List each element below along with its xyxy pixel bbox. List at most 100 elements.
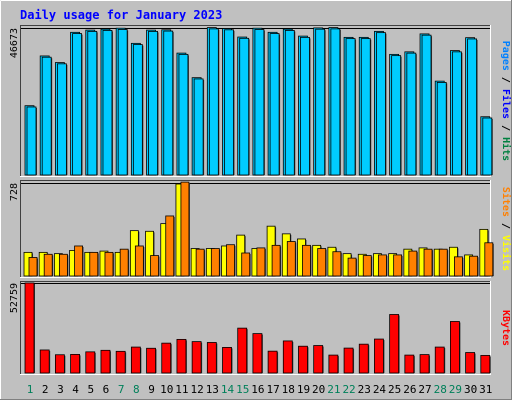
- x-tick-label: 28: [434, 383, 447, 396]
- bar-files-1: [26, 106, 37, 176]
- x-tick-label: 18: [282, 383, 295, 396]
- bar-kbytes-20: [313, 345, 324, 374]
- bar-kbytes-16: [252, 333, 263, 374]
- bar-files-21: [330, 28, 341, 176]
- bar-files-13: [208, 28, 219, 176]
- bar-kbytes-13: [206, 342, 217, 374]
- bar-files-5: [87, 30, 98, 176]
- bar-kbytes-24: [374, 338, 384, 374]
- x-tick-label: 14: [221, 383, 235, 396]
- bar-kbytes-15: [237, 327, 248, 374]
- bar-kbytes-22: [343, 347, 354, 374]
- bar-kbytes-30: [465, 352, 476, 374]
- legend-separator: /: [500, 71, 511, 89]
- bar-sites-6: [104, 251, 114, 277]
- bar-sites-16: [256, 247, 266, 277]
- visits-panel: 728 Sites / Visits: [9, 180, 512, 278]
- bar-sites-29: [454, 256, 463, 277]
- bar-kbytes-5: [85, 351, 96, 374]
- bar-kbytes-26: [404, 354, 415, 374]
- x-tick-label: 26: [403, 383, 416, 396]
- x-tick-label: 24: [373, 383, 387, 396]
- legend: KBytes: [500, 310, 511, 346]
- legend-entry: Hits: [500, 137, 512, 161]
- chart-panels: 46673 Pages / Files / Hits 728 Sites / Visi…: [9, 25, 512, 375]
- x-tick-label: 30: [464, 383, 477, 396]
- bar-kbytes-4: [70, 354, 80, 374]
- bar-files-14: [224, 29, 234, 176]
- x-tick-label: 19: [297, 383, 310, 396]
- x-tick-label: 7: [118, 383, 125, 396]
- x-axis-labels: 1 2 3 4 5 6 7 8 9 10 11 12 13 14 15 16 17 18 19 20 21 22 23 24 2…: [27, 383, 493, 396]
- bar-kbytes-9: [146, 347, 156, 374]
- bar-files-26: [406, 52, 417, 176]
- bar-sites-14: [226, 244, 235, 277]
- legend-entry: Pages: [500, 41, 511, 71]
- bar-files-12: [193, 78, 204, 176]
- bar-files-15: [239, 37, 250, 176]
- bar-kbytes-17: [267, 350, 278, 374]
- x-tick-label: 6: [103, 383, 110, 396]
- x-tick-label: 1: [27, 383, 34, 396]
- x-tick-label: 17: [266, 383, 279, 396]
- bar-sites-12: [195, 248, 205, 277]
- bar-files-24: [376, 32, 386, 176]
- bar-files-18: [284, 30, 295, 176]
- chart-title: Daily usage for January 2023: [20, 8, 222, 22]
- bar-sites-2: [43, 253, 53, 277]
- bar-kbytes-8: [130, 346, 141, 374]
- bar-files-9: [148, 30, 158, 176]
- bar-kbytes-28: [434, 346, 445, 374]
- bar-kbytes-21: [328, 354, 339, 374]
- x-tick-label: 31: [479, 383, 492, 396]
- bar-sites-22: [347, 257, 357, 277]
- legend: Sites / Visits: [500, 187, 512, 271]
- bar-sites-1: [28, 257, 38, 277]
- x-tick-label: 11: [175, 383, 188, 396]
- legend-separator: /: [500, 119, 511, 137]
- bar-sites-4: [74, 245, 83, 277]
- y-max-label: 728: [9, 183, 20, 201]
- x-tick-label: 25: [388, 383, 401, 396]
- bar-sites-25: [393, 254, 403, 277]
- bar-kbytes-3: [54, 354, 65, 374]
- bar-sites-23: [362, 255, 372, 277]
- bar-sites-18: [286, 241, 296, 277]
- bar-kbytes-2: [39, 349, 50, 374]
- bar-kbytes-10: [161, 342, 172, 374]
- bar-sites-28: [438, 248, 448, 277]
- bar-sites-10: [165, 215, 175, 277]
- x-tick-label: 2: [42, 383, 49, 396]
- bar-sites-27: [423, 248, 433, 277]
- bar-sites-20: [317, 248, 327, 277]
- bar-sites-7: [119, 248, 129, 277]
- bar-files-8: [132, 44, 143, 176]
- bar-kbytes-1: [24, 282, 35, 374]
- x-tick-label: 9: [148, 383, 155, 396]
- legend-entry: Sites: [500, 187, 512, 217]
- bar-sites-8: [134, 245, 144, 277]
- bar-kbytes-27: [419, 354, 430, 374]
- hits-panel: 46673 Pages / Files / Hits: [9, 25, 512, 177]
- kbytes-panel: 52759 KBytes: [9, 281, 511, 375]
- x-tick-label: 29: [449, 383, 462, 396]
- legend-entry: Visits: [500, 235, 512, 271]
- bar-kbytes-19: [298, 345, 308, 374]
- bar-files-2: [41, 56, 52, 176]
- x-tick-label: 23: [358, 383, 371, 396]
- bar-files-10: [163, 30, 174, 176]
- bar-kbytes-7: [115, 350, 126, 374]
- bar-sites-3: [58, 253, 68, 277]
- x-tick-label: 3: [57, 383, 64, 396]
- bar-files-30: [467, 38, 478, 176]
- bar-kbytes-25: [389, 314, 400, 374]
- bar-files-29: [452, 51, 462, 176]
- bar-files-27: [421, 34, 432, 176]
- bar-visits-9: [145, 230, 154, 277]
- bar-files-16: [254, 29, 265, 176]
- bar-files-3: [56, 63, 67, 176]
- bar-sites-11: [180, 181, 190, 277]
- x-tick-label: 13: [206, 383, 219, 396]
